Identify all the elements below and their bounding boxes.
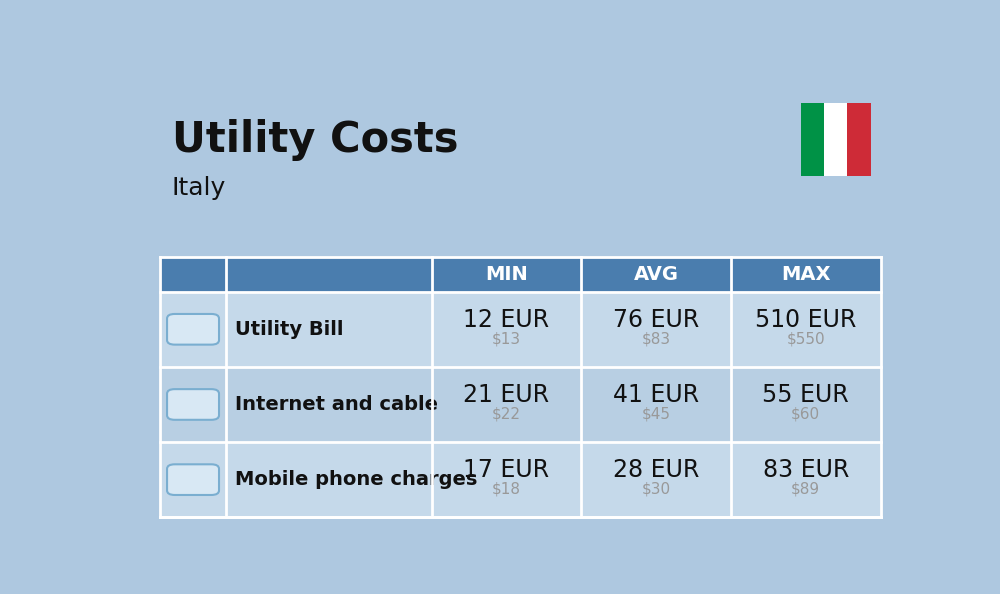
Text: Italy: Italy	[172, 176, 226, 201]
Text: Internet and cable: Internet and cable	[235, 395, 438, 414]
FancyBboxPatch shape	[581, 292, 731, 367]
FancyBboxPatch shape	[581, 257, 731, 292]
Text: $550: $550	[786, 331, 825, 346]
FancyBboxPatch shape	[226, 442, 432, 517]
Text: $30: $30	[642, 482, 671, 497]
FancyBboxPatch shape	[847, 103, 871, 176]
FancyBboxPatch shape	[226, 292, 432, 367]
Text: 83 EUR: 83 EUR	[763, 458, 849, 482]
FancyBboxPatch shape	[432, 367, 581, 442]
Text: $83: $83	[642, 331, 671, 346]
Text: Utility Costs: Utility Costs	[172, 119, 458, 162]
FancyBboxPatch shape	[731, 292, 881, 367]
FancyBboxPatch shape	[160, 257, 226, 292]
Text: 21 EUR: 21 EUR	[463, 383, 549, 407]
Text: 41 EUR: 41 EUR	[613, 383, 699, 407]
FancyBboxPatch shape	[581, 442, 731, 517]
Text: MAX: MAX	[781, 264, 831, 283]
Text: 510 EUR: 510 EUR	[755, 308, 856, 331]
FancyBboxPatch shape	[167, 389, 219, 420]
FancyBboxPatch shape	[160, 367, 226, 442]
Text: Mobile phone charges: Mobile phone charges	[235, 470, 478, 489]
FancyBboxPatch shape	[801, 103, 824, 176]
FancyBboxPatch shape	[432, 292, 581, 367]
Text: MIN: MIN	[485, 264, 528, 283]
FancyBboxPatch shape	[824, 103, 847, 176]
FancyBboxPatch shape	[581, 367, 731, 442]
FancyBboxPatch shape	[432, 257, 581, 292]
Text: Utility Bill: Utility Bill	[235, 320, 344, 339]
FancyBboxPatch shape	[167, 314, 219, 345]
Text: $22: $22	[492, 407, 521, 422]
Text: 76 EUR: 76 EUR	[613, 308, 699, 331]
Text: 12 EUR: 12 EUR	[463, 308, 549, 331]
FancyBboxPatch shape	[731, 442, 881, 517]
FancyBboxPatch shape	[226, 257, 432, 292]
Text: $89: $89	[791, 482, 820, 497]
FancyBboxPatch shape	[731, 257, 881, 292]
Text: 28 EUR: 28 EUR	[613, 458, 699, 482]
Text: AVG: AVG	[634, 264, 679, 283]
FancyBboxPatch shape	[731, 367, 881, 442]
Text: $45: $45	[642, 407, 671, 422]
FancyBboxPatch shape	[432, 442, 581, 517]
Text: 17 EUR: 17 EUR	[463, 458, 549, 482]
Text: 55 EUR: 55 EUR	[762, 383, 849, 407]
FancyBboxPatch shape	[160, 292, 226, 367]
FancyBboxPatch shape	[226, 367, 432, 442]
FancyBboxPatch shape	[160, 442, 226, 517]
Text: $13: $13	[492, 331, 521, 346]
Text: $60: $60	[791, 407, 820, 422]
FancyBboxPatch shape	[167, 465, 219, 495]
Text: $18: $18	[492, 482, 521, 497]
